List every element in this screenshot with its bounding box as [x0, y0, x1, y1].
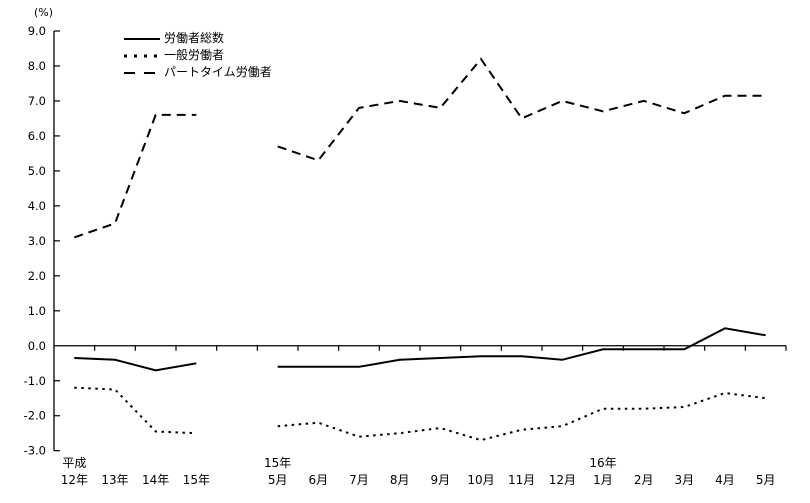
- x-label-period: 10月: [467, 473, 494, 487]
- legend-item-general-workers: 一般労働者: [123, 47, 272, 64]
- series-line-0: [74, 357, 197, 372]
- legend-item-total-workers: 労働者総数: [123, 30, 272, 47]
- series-line-2: [277, 57, 766, 162]
- x-label-period: 7月: [349, 473, 369, 487]
- x-label-period: 1月: [593, 473, 613, 487]
- x-label-year: 16年: [589, 456, 616, 470]
- x-label-period: 4月: [715, 473, 735, 487]
- y-tick-label: 3.0: [28, 234, 46, 248]
- legend-label-general-workers: 一般労働者: [164, 48, 225, 62]
- x-label-period: 6月: [309, 473, 329, 487]
- x-label-period: 12月: [549, 473, 576, 487]
- legend-item-parttime-workers: パートタイム労働者: [123, 64, 272, 81]
- y-tick-label: -1.0: [24, 374, 46, 388]
- x-label-period: 11月: [508, 473, 535, 487]
- x-label-period: 5月: [268, 473, 288, 487]
- x-label-period: 3月: [675, 473, 695, 487]
- x-label-period: 13年: [101, 473, 128, 487]
- legend-label-parttime-workers: パートタイム労働者: [164, 65, 272, 79]
- series-line-1: [74, 386, 197, 435]
- y-tick-label: 4.0: [28, 199, 46, 213]
- legend-label-total-workers: 労働者総数: [164, 31, 225, 45]
- x-label-year: 平成: [62, 456, 86, 470]
- x-label-period: 2月: [634, 473, 654, 487]
- chart-legend: 労働者総数 一般労働者 パートタイム労働者: [123, 30, 272, 81]
- x-label-period: 12年: [61, 473, 88, 487]
- y-tick-label: 5.0: [28, 164, 46, 178]
- y-tick-label: 6.0: [28, 129, 46, 143]
- y-tick-label: -3.0: [24, 444, 46, 458]
- x-label-period: 15年: [183, 473, 210, 487]
- y-tick-label: 8.0: [28, 59, 46, 73]
- series-line-0: [277, 327, 766, 368]
- x-label-period: 9月: [431, 473, 451, 487]
- series-line-1: [277, 391, 766, 442]
- y-tick-label: -2.0: [24, 409, 46, 423]
- y-tick-label: 2.0: [28, 269, 46, 283]
- x-label-period: 8月: [390, 473, 410, 487]
- dashed-line-swatch: [124, 71, 160, 74]
- y-tick-label: 0.0: [28, 339, 46, 353]
- x-label-year: 15年: [264, 456, 291, 470]
- y-tick-label: 9.0: [28, 24, 46, 38]
- x-label-period: 5月: [756, 473, 776, 487]
- dotted-line-swatch: [124, 54, 160, 57]
- x-label-period: 14年: [142, 473, 169, 487]
- series-line-2: [73, 113, 197, 239]
- y-tick-label: 7.0: [28, 94, 46, 108]
- y-tick-label: 1.0: [28, 304, 46, 318]
- solid-line-swatch: [124, 37, 160, 40]
- y-axis-unit-label: (%): [34, 6, 54, 19]
